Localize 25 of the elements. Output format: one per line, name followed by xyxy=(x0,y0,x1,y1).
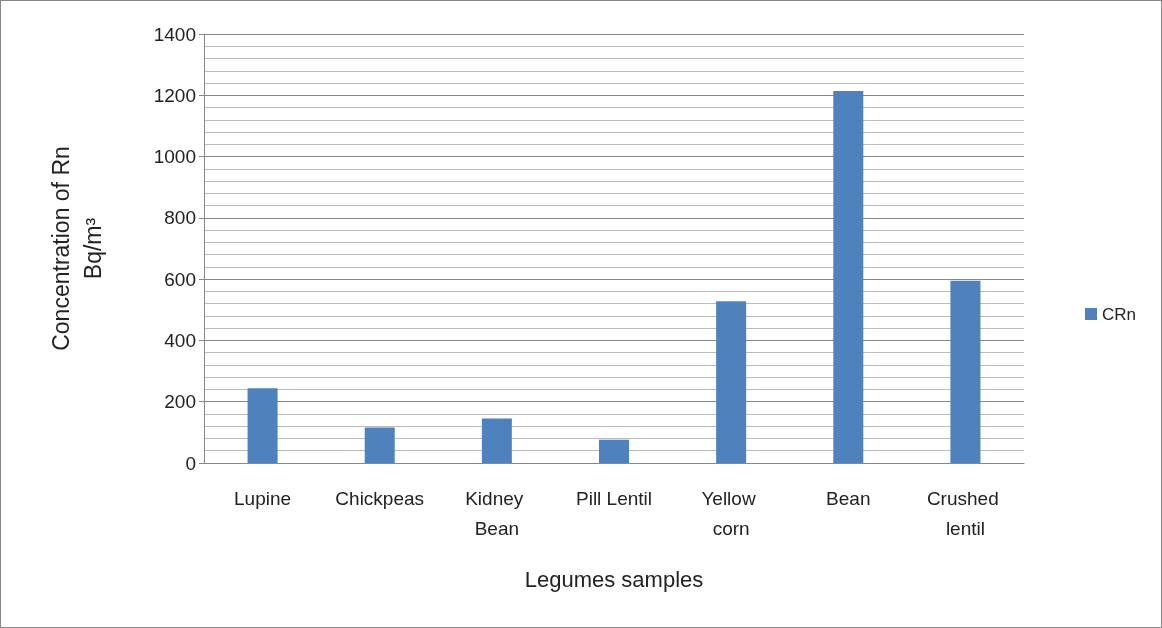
bar xyxy=(599,439,629,463)
bar xyxy=(481,418,512,463)
y-tick-label: 0 xyxy=(185,452,196,474)
bar xyxy=(833,91,864,463)
x-tick-label: Crushed lentil xyxy=(926,487,1004,539)
x-tick-label: Bean xyxy=(826,487,871,509)
x-tick-label: Pill Lentil xyxy=(575,487,653,509)
legend-label: CRn xyxy=(1101,304,1137,324)
bar xyxy=(247,388,278,463)
x-tick-label: Chickpeas xyxy=(335,487,425,509)
x-tick-label: Yellow corn xyxy=(701,487,761,539)
y-tick-label: 1400 xyxy=(153,23,196,45)
y-tick-label: 1200 xyxy=(153,84,196,106)
x-tick-label: Kidney Bean xyxy=(465,487,529,539)
y-tick-label: 1000 xyxy=(153,146,196,168)
x-axis-title: Legumes samples xyxy=(524,566,704,592)
bar xyxy=(950,280,981,463)
bar xyxy=(364,427,395,463)
y-axis-title: Concentration of Rn Bq/m³ xyxy=(48,146,106,351)
x-tick-label: Lupine xyxy=(234,487,292,509)
y-tick-label: 800 xyxy=(164,207,196,229)
y-tick-label: 200 xyxy=(164,391,196,413)
bar xyxy=(716,301,747,463)
y-tick-label: 400 xyxy=(164,329,196,351)
y-tick-label: 600 xyxy=(164,268,196,290)
